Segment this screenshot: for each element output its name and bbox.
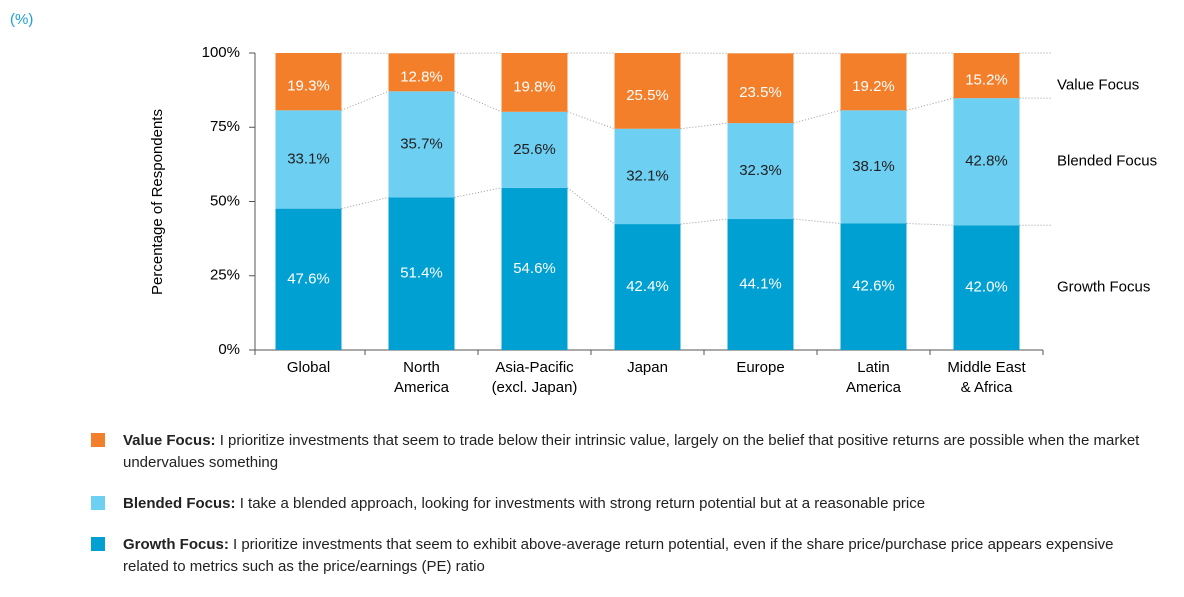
value-label: 23.5% xyxy=(739,84,782,101)
value-label: 25.6% xyxy=(513,141,556,158)
connector xyxy=(568,112,615,129)
connector xyxy=(455,188,502,198)
legend-swatch xyxy=(91,537,105,551)
value-label: 12.8% xyxy=(400,68,443,85)
value-label: 44.1% xyxy=(739,275,782,292)
y-tick-label: 25% xyxy=(210,267,240,284)
x-tick-label: America xyxy=(394,379,450,396)
y-axis-title: Percentage of Respondents xyxy=(149,109,166,295)
x-tick-label: North xyxy=(403,359,440,376)
legend-term: Value Focus: xyxy=(123,432,216,449)
value-label: 19.8% xyxy=(513,78,556,95)
value-label: 38.1% xyxy=(852,158,895,175)
x-tick-label: Japan xyxy=(627,359,668,376)
x-tick-label: Asia-Pacific xyxy=(495,359,574,376)
value-label: 42.6% xyxy=(852,278,895,295)
chart: (%) Percentage of Respondents 0% 25% 50% 75… xyxy=(0,0,1184,420)
connector xyxy=(794,219,841,223)
legend-item: Growth Focus: I prioritize investments t… xyxy=(91,534,1161,578)
value-label: 51.4% xyxy=(400,265,443,282)
value-label: 19.3% xyxy=(287,78,330,95)
legend-text: I take a blended approach, looking for i… xyxy=(240,495,925,512)
legend: Value Focus: I prioritize investments th… xyxy=(91,430,1161,597)
connector xyxy=(455,91,502,111)
legend-text: I prioritize investments that seem to tr… xyxy=(123,432,1139,471)
value-label: 42.8% xyxy=(965,153,1008,170)
y-tick-label: 0% xyxy=(218,341,240,358)
x-tick-label: America xyxy=(846,379,902,396)
connector xyxy=(907,223,954,225)
x-tick-label: Global xyxy=(287,359,330,376)
series-label: Growth Focus xyxy=(1057,279,1150,296)
y-tick-label: 100% xyxy=(202,44,240,61)
legend-term: Growth Focus: xyxy=(123,536,229,553)
x-tick-label: Middle East xyxy=(947,359,1026,376)
unit-note: (%) xyxy=(10,11,33,28)
value-label: 42.0% xyxy=(965,279,1008,296)
y-tick-label: 75% xyxy=(210,118,240,135)
x-tick-label: & Africa xyxy=(961,379,1013,396)
legend-swatch xyxy=(91,433,105,447)
legend-item: Value Focus: I prioritize investments th… xyxy=(91,430,1161,474)
connector xyxy=(681,219,728,224)
value-label: 32.1% xyxy=(626,167,669,184)
series-label: Value Focus xyxy=(1057,77,1139,94)
y-tick-label: 50% xyxy=(210,192,240,209)
x-tick-label: Latin xyxy=(857,359,890,376)
connector xyxy=(794,110,841,123)
value-label: 33.1% xyxy=(287,150,330,167)
x-tick-label: Europe xyxy=(736,359,784,376)
value-label: 25.5% xyxy=(626,87,669,104)
page: {"chart_data": {"type": "stacked_bar", "… xyxy=(0,0,1184,578)
value-label: 32.3% xyxy=(739,162,782,179)
connector xyxy=(342,91,389,110)
value-label: 54.6% xyxy=(513,260,556,277)
series-label: Blended Focus xyxy=(1057,153,1157,170)
legend-item: Blended Focus: I take a blended approach… xyxy=(91,493,1161,515)
connector xyxy=(568,188,615,224)
legend-text: I prioritize investments that seem to ex… xyxy=(123,536,1113,575)
value-label: 42.4% xyxy=(626,278,669,295)
value-label: 15.2% xyxy=(965,72,1008,89)
value-label: 47.6% xyxy=(287,270,330,287)
legend-term: Blended Focus: xyxy=(123,495,236,512)
x-tick-label: (excl. Japan) xyxy=(492,379,578,396)
value-label: 19.2% xyxy=(852,78,895,95)
legend-swatch xyxy=(91,496,105,510)
value-label: 35.7% xyxy=(400,135,443,152)
connector xyxy=(342,197,389,208)
connector xyxy=(907,98,954,110)
connector xyxy=(681,123,728,129)
